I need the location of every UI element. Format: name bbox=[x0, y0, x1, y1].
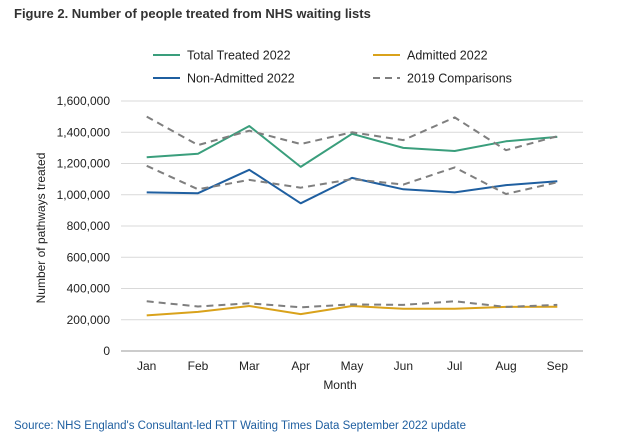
series-line bbox=[146, 115, 558, 152]
x-tick-label: Jan bbox=[137, 359, 156, 373]
y-tick-label: 200,000 bbox=[67, 313, 111, 327]
series-lines bbox=[146, 115, 558, 317]
x-axis-label: Month bbox=[323, 378, 356, 392]
y-tick-label: 600,000 bbox=[67, 250, 111, 264]
source-note: Source: NHS England's Consultant-led RTT… bbox=[14, 420, 466, 432]
x-tick-label: Mar bbox=[239, 359, 260, 373]
series-line bbox=[146, 125, 558, 168]
y-tick-label: 1,000,000 bbox=[57, 188, 111, 202]
x-tick-label: Apr bbox=[291, 359, 310, 373]
legend-label: Admitted 2022 bbox=[407, 49, 488, 63]
series-line bbox=[146, 164, 558, 195]
y-axis-ticks: 0 200,000 400,000 600,000 800,000 1,000,000 1,… bbox=[57, 94, 111, 358]
x-axis-ticks: Jan Feb Mar Apr May Jun Jul Aug Sep bbox=[137, 359, 568, 373]
y-tick-label: 1,200,000 bbox=[57, 157, 111, 171]
series-line bbox=[146, 300, 558, 309]
x-tick-label: May bbox=[341, 359, 364, 373]
x-tick-label: Sep bbox=[547, 359, 569, 373]
y-tick-label: 400,000 bbox=[67, 282, 111, 296]
x-tick-label: Jul bbox=[447, 359, 462, 373]
x-tick-label: Jun bbox=[394, 359, 413, 373]
line-chart: 0 200,000 400,000 600,000 800,000 1,000,000 1,… bbox=[34, 49, 583, 392]
x-tick-label: Feb bbox=[188, 359, 209, 373]
y-tick-label: 800,000 bbox=[67, 219, 111, 233]
y-tick-label: 0 bbox=[103, 344, 110, 358]
figure-title: Figure 2. Number of people treated from … bbox=[14, 6, 371, 21]
y-axis-label: Number of pathways treated bbox=[34, 153, 48, 304]
y-tick-label: 1,400,000 bbox=[57, 125, 111, 139]
y-tick-label: 1,600,000 bbox=[57, 94, 111, 108]
legend-label: Total Treated 2022 bbox=[187, 49, 291, 63]
series-line bbox=[146, 305, 558, 317]
legend-label: Non-Admitted 2022 bbox=[187, 72, 295, 86]
series-line bbox=[146, 168, 558, 205]
legend-label: 2019 Comparisons bbox=[407, 72, 512, 86]
legend: Total Treated 2022 Admitted 2022 Non-Admit… bbox=[153, 49, 512, 86]
x-tick-label: Aug bbox=[495, 359, 516, 373]
gridlines bbox=[121, 100, 583, 352]
